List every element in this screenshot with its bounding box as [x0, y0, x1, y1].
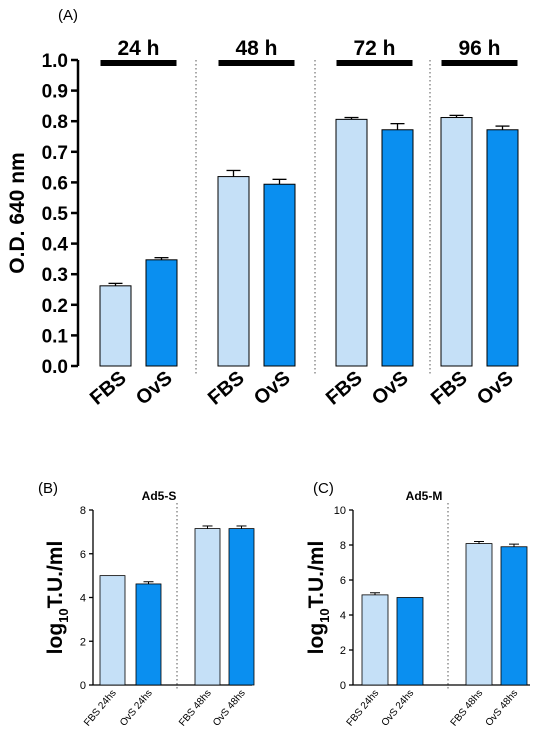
group-label-a: 72 h [353, 37, 395, 60]
bar-c [361, 594, 389, 686]
bar-a [381, 129, 414, 367]
y-tick-label-c: 10 [334, 505, 346, 517]
y-tick-label-a: 0.7 [42, 143, 68, 164]
y-axis-label-sub-b: 10 [56, 608, 71, 622]
y-tick-label-a: 0.8 [42, 112, 68, 133]
bar-b [228, 528, 255, 686]
y-axis-label-sub-c: 10 [317, 608, 332, 622]
bar-a [440, 117, 473, 367]
category-label-c: FBS 24hs [345, 688, 382, 729]
panel-label-b: (B) [38, 480, 58, 497]
y-tick-label-a: 0.0 [42, 357, 68, 378]
panel-title-c: Ad5-M [406, 489, 443, 503]
group-label-a: 24 h [117, 37, 159, 60]
bar-a [145, 259, 178, 367]
group-header-bar-a [218, 60, 295, 66]
category-label-a: FBS [86, 367, 131, 410]
y-tick-label-a: 0.2 [42, 296, 68, 317]
category-label-b: OvS 48hs [211, 688, 248, 729]
y-tick-label-a: 0.4 [42, 235, 69, 256]
y-tick-label-c: 2 [340, 645, 346, 657]
category-label-c: OvS 24hs [380, 688, 417, 729]
y-tick-label-a: 0.3 [42, 265, 68, 286]
y-axis-label-log-c: log [305, 623, 328, 655]
bar-a [486, 129, 519, 367]
panel-label-c: (C) [313, 480, 334, 497]
y-axis-label-b: log10T.U./ml [44, 541, 71, 655]
y-tick-label-b: 6 [80, 549, 86, 561]
bar-b [194, 528, 221, 686]
group-label-a: 48 h [235, 37, 277, 60]
y-tick-label-a: 0.6 [42, 173, 68, 194]
bar-a [263, 183, 296, 367]
category-label-a: OvS [250, 367, 295, 410]
panel-title-b: Ad5-S [142, 489, 177, 503]
category-label-c: OvS 48hs [484, 688, 521, 729]
y-tick-label-a: 0.1 [42, 326, 69, 347]
y-tick-label-c: 0 [340, 680, 346, 692]
category-label-b: OvS 24hs [118, 688, 155, 729]
y-tick-label-a: 1.0 [42, 51, 68, 72]
group-label-a: 96 h [458, 37, 500, 60]
category-label-a: FBS [204, 367, 249, 410]
y-tick-label-c: 4 [340, 610, 346, 622]
y-tick-label-b: 8 [80, 505, 86, 517]
category-label-a: OvS [368, 367, 413, 410]
group-header-bar-a [336, 60, 413, 66]
y-axis-label-c: log10T.U./ml [305, 541, 332, 655]
category-label-a: OvS [132, 367, 177, 410]
category-label-a: FBS [427, 367, 472, 410]
y-axis-label-unit-b: T.U./ml [44, 541, 67, 609]
bar-a [99, 285, 132, 367]
y-tick-label-b: 0 [80, 680, 86, 692]
panel-label-a: (A) [58, 7, 78, 24]
bar-c [500, 546, 528, 686]
bar-c [465, 543, 493, 686]
y-tick-label-b: 4 [80, 593, 86, 605]
bar-b [135, 583, 162, 686]
bar-a [217, 176, 250, 367]
y-tick-label-a: 0.5 [42, 204, 69, 225]
bar-a [335, 118, 368, 367]
y-axis-label-log-b: log [44, 623, 67, 655]
category-label-a: OvS [473, 367, 518, 410]
group-header-bar-a [441, 60, 518, 66]
y-axis-label-unit-c: T.U./ml [305, 541, 328, 609]
y-tick-label-c: 8 [340, 540, 346, 552]
category-label-c: FBS 48hs [449, 688, 486, 729]
category-label-b: FBS 24hs [82, 688, 119, 729]
y-axis-label-a: O.D. 640 nm [6, 152, 29, 273]
bar-b [99, 575, 126, 686]
y-tick-label-b: 2 [80, 636, 86, 648]
bar-c [396, 597, 424, 686]
group-header-bar-a [100, 60, 177, 66]
y-tick-label-a: 0.9 [42, 82, 68, 103]
category-label-a: FBS [322, 367, 367, 410]
y-tick-label-c: 6 [340, 575, 346, 587]
category-label-b: FBS 48hs [177, 688, 214, 729]
